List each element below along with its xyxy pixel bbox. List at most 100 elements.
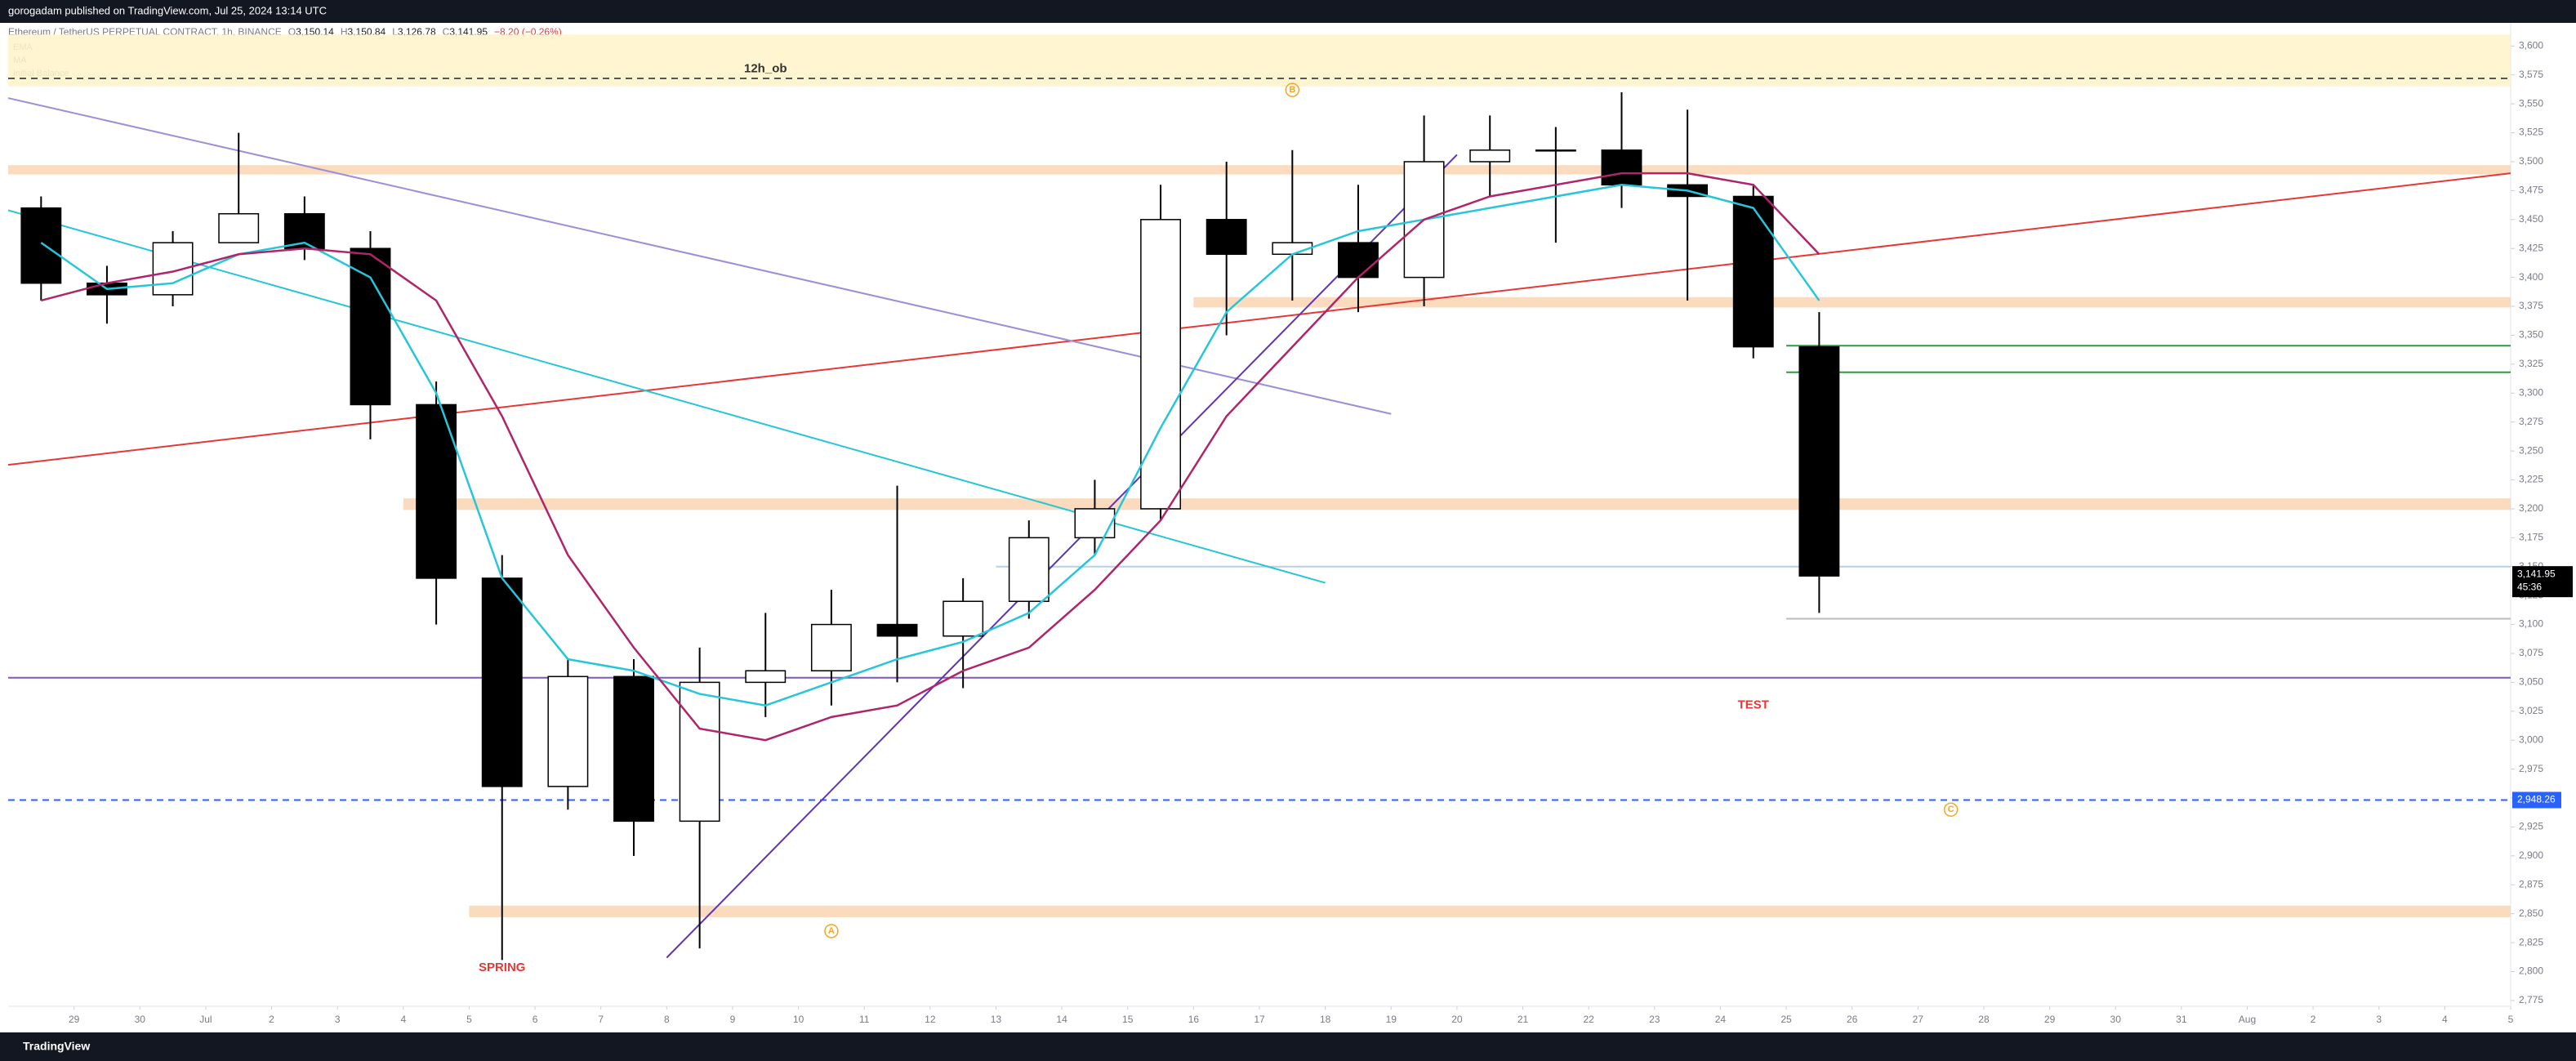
x-tick-label: 29 [69, 1014, 80, 1025]
x-tick-label: 30 [135, 1014, 146, 1025]
countdown: 45:36 [2517, 581, 2542, 592]
y-tick-label: 3,100 [2519, 618, 2543, 630]
candle-body [943, 600, 984, 637]
zone [469, 905, 2511, 917]
y-tick-label: 3,525 [2519, 127, 2543, 138]
line-label: 2,948.26 [2517, 794, 2556, 805]
y-tick-label: 3,275 [2519, 416, 2543, 427]
zone [403, 498, 2511, 510]
candle-body [1008, 537, 1050, 602]
x-tick-label: 4 [2442, 1014, 2448, 1025]
annotation-circle [1943, 802, 1959, 817]
x-tick-label: 5 [466, 1014, 472, 1025]
candle-body [218, 212, 260, 243]
y-tick-label: 3,500 [2519, 155, 2543, 167]
y-tick-label: 2,975 [2519, 763, 2543, 774]
y-tick-label: 3,550 [2519, 97, 2543, 109]
x-tick-label: 25 [1780, 1014, 1792, 1025]
x-tick-label: 27 [1913, 1014, 1924, 1025]
candle-body [613, 675, 654, 822]
y-tick-label: 3,250 [2519, 444, 2543, 456]
y-tick-label: 2,775 [2519, 994, 2543, 1005]
last-price: 3,141.95 [2517, 568, 2556, 579]
candle-body [1469, 149, 1511, 163]
candle-body [1732, 195, 1774, 348]
x-tick-label: 30 [2110, 1014, 2122, 1025]
candle-body [416, 403, 457, 579]
last-price-box [2512, 566, 2573, 598]
x-tick-label: 21 [1518, 1014, 1529, 1025]
y-tick-label: 3,425 [2519, 242, 2543, 253]
indicator-line [40, 184, 1821, 707]
x-tick-label: 28 [1978, 1014, 1990, 1025]
x-tick-label: 22 [1583, 1014, 1594, 1025]
x-tick-label: 26 [1847, 1014, 1858, 1025]
annotation-circle [1285, 82, 1300, 97]
x-tick-label: 2 [2311, 1014, 2316, 1025]
y-tick-label: 2,800 [2519, 965, 2543, 977]
x-tick-label: 31 [2176, 1014, 2187, 1025]
y-tick-label: 3,050 [2519, 676, 2543, 688]
candle-body [745, 670, 787, 684]
candle-body [1338, 242, 1379, 279]
annotation: A [828, 926, 835, 936]
x-tick-label: 17 [1254, 1014, 1265, 1025]
x-tick-label: 20 [1451, 1014, 1463, 1025]
x-tick-label: 9 [730, 1014, 736, 1025]
x-tick-label: 5 [2508, 1014, 2514, 1025]
x-tick-label: 15 [1122, 1014, 1134, 1025]
y-tick-label: 3,475 [2519, 185, 2543, 196]
y-tick-label: 3,025 [2519, 705, 2543, 716]
candle-body [1798, 345, 1840, 577]
candle-body [350, 247, 391, 406]
x-tick-label: Aug [2239, 1014, 2256, 1025]
x-tick-label: 8 [664, 1014, 670, 1025]
y-tick-label: 3,175 [2519, 532, 2543, 543]
y-tick-label: 3,075 [2519, 647, 2543, 658]
y-tick-label: 3,400 [2519, 271, 2543, 283]
annotation: B [1289, 85, 1295, 95]
x-tick-label: 10 [793, 1014, 804, 1025]
x-tick-label: 19 [1386, 1014, 1397, 1025]
candle-body [1206, 219, 1247, 256]
candle-body [1601, 149, 1642, 186]
x-tick-label: Jul [199, 1014, 212, 1025]
candle-body [810, 623, 852, 671]
y-tick-label: 3,325 [2519, 358, 2543, 369]
x-tick-label: 12 [925, 1014, 936, 1025]
annotation-circle [824, 924, 839, 938]
y-tick-label: 2,925 [2519, 821, 2543, 832]
candle-body [1074, 508, 1116, 539]
quote-key: C [443, 26, 450, 38]
y-tick-label: 2,875 [2519, 878, 2543, 889]
zone [8, 165, 2511, 175]
candle-body [1140, 219, 1181, 510]
quote-key: L [392, 26, 398, 38]
y-tick-label: 3,575 [2519, 69, 2543, 80]
indicator-line [40, 172, 1821, 742]
header: gorogadam published on TradingView.com, … [8, 4, 327, 16]
trendline [666, 154, 1458, 959]
y-tick-label: 3,350 [2519, 329, 2543, 341]
x-tick-label: 6 [533, 1014, 538, 1025]
x-tick-label: 29 [2044, 1014, 2056, 1025]
x-tick-label: 2 [269, 1014, 274, 1025]
candle-body [876, 623, 918, 637]
x-tick-label: 24 [1715, 1014, 1727, 1025]
x-tick-label: 11 [859, 1014, 870, 1025]
x-tick-label: 7 [598, 1014, 604, 1025]
y-tick-label: 2,850 [2519, 907, 2543, 919]
footer: TradingView [23, 1040, 90, 1053]
annotation: SPRING [479, 961, 526, 974]
x-tick-label: 14 [1056, 1014, 1067, 1025]
y-tick-label: 2,825 [2519, 936, 2543, 947]
candle-body [152, 242, 194, 296]
annotation: TEST [1738, 698, 1769, 712]
x-tick-label: 23 [1649, 1014, 1660, 1025]
y-tick-label: 2,900 [2519, 849, 2543, 861]
y-tick-label: 3,000 [2519, 733, 2543, 745]
x-tick-label: 3 [2376, 1014, 2382, 1025]
x-tick-label: 4 [400, 1014, 406, 1025]
x-tick-label: 18 [1320, 1014, 1331, 1025]
